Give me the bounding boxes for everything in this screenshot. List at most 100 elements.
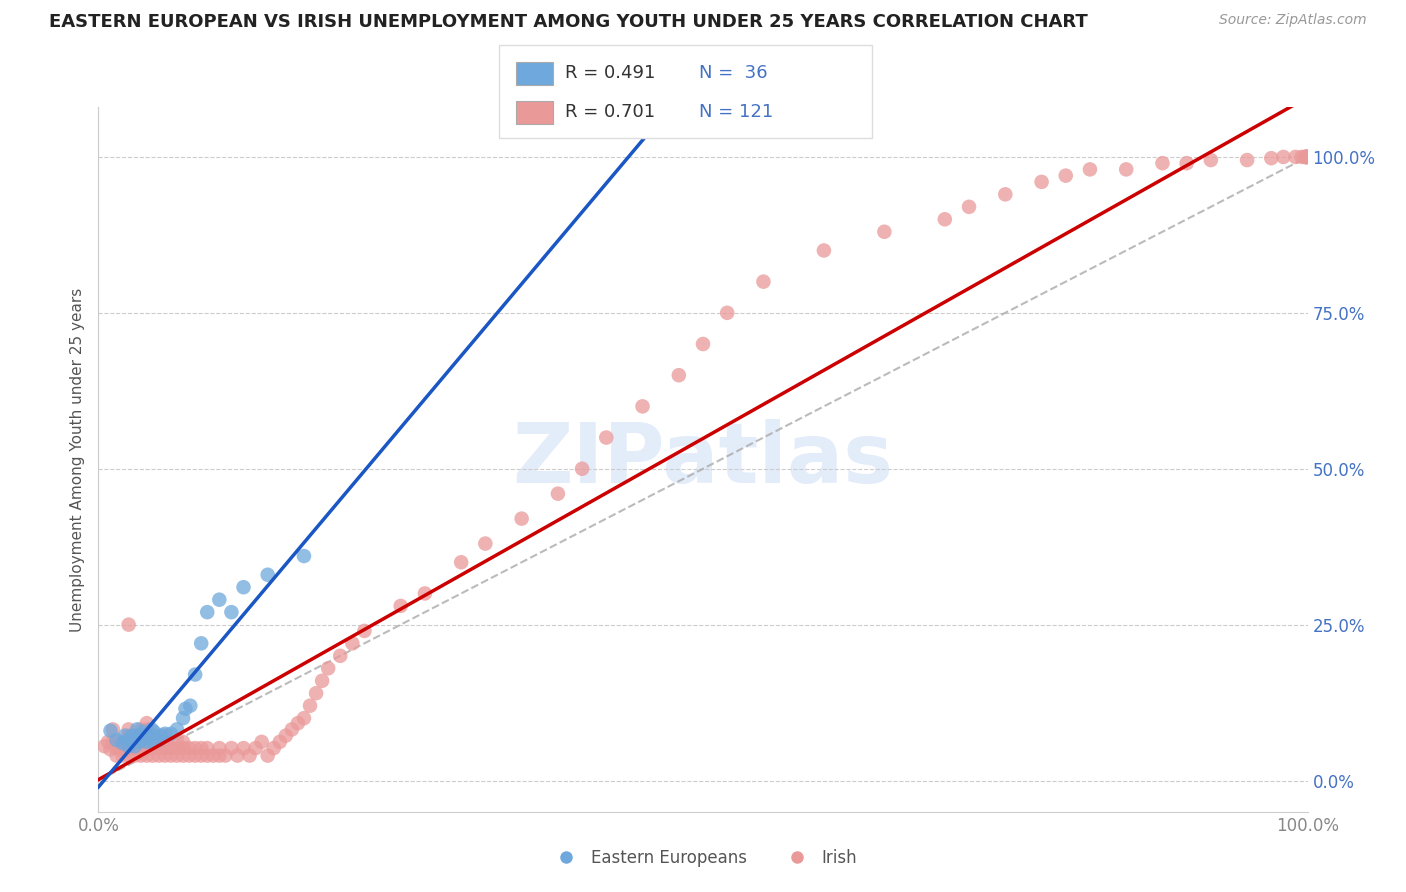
Point: [668, 368, 690, 383]
Point: [148, 733, 170, 747]
Point: [100, 723, 122, 738]
Point: [93, 739, 115, 754]
Point: [142, 735, 165, 749]
Point: [873, 225, 896, 239]
Point: [190, 748, 212, 763]
Point: [232, 741, 254, 756]
Text: N = 121: N = 121: [699, 103, 773, 121]
Point: [547, 486, 569, 500]
Point: [329, 648, 352, 663]
Point: [342, 636, 364, 650]
Point: [934, 212, 956, 227]
Point: [135, 731, 157, 746]
Point: [142, 729, 165, 743]
Point: [153, 729, 176, 743]
Text: ZIPatlas: ZIPatlas: [513, 419, 893, 500]
Point: [121, 729, 143, 743]
Point: [263, 741, 285, 756]
Point: [1295, 150, 1317, 164]
Point: [105, 733, 128, 747]
Point: [994, 187, 1017, 202]
Point: [105, 735, 128, 749]
Point: [274, 729, 297, 743]
Point: [153, 735, 176, 749]
Point: [108, 741, 131, 756]
Text: R = 0.701: R = 0.701: [565, 103, 655, 121]
Point: [153, 727, 176, 741]
Point: [129, 735, 152, 749]
Point: [474, 536, 496, 550]
Point: [132, 725, 155, 739]
Point: [250, 735, 273, 749]
Point: [124, 748, 146, 763]
Point: [124, 739, 146, 754]
Point: [232, 580, 254, 594]
Point: [118, 735, 141, 749]
Point: [1054, 169, 1077, 183]
Point: [281, 723, 304, 737]
Point: [1295, 150, 1317, 164]
Point: [160, 748, 183, 763]
Point: [208, 748, 231, 763]
Point: [166, 723, 188, 737]
Point: [111, 748, 134, 763]
Point: [118, 748, 141, 763]
Point: [195, 605, 218, 619]
Point: [353, 624, 375, 638]
Point: [184, 748, 207, 763]
Point: [226, 748, 249, 763]
Point: [195, 741, 218, 756]
Point: [389, 599, 412, 613]
Point: [124, 729, 146, 743]
Text: Source: ZipAtlas.com: Source: ZipAtlas.com: [1219, 13, 1367, 28]
Point: [105, 741, 128, 756]
Point: [118, 723, 141, 737]
Point: [305, 686, 328, 700]
Point: [571, 461, 593, 475]
Point: [114, 729, 136, 743]
Point: [631, 400, 654, 414]
Point: [1175, 156, 1198, 170]
Point: [135, 741, 157, 756]
Text: EASTERN EUROPEAN VS IRISH UNEMPLOYMENT AMONG YOUTH UNDER 25 YEARS CORRELATION CH: EASTERN EUROPEAN VS IRISH UNEMPLOYMENT A…: [49, 13, 1088, 31]
Point: [135, 716, 157, 731]
Point: [184, 667, 207, 681]
Point: [111, 736, 134, 750]
Point: [177, 748, 201, 763]
Point: [128, 735, 150, 749]
Point: [172, 735, 194, 749]
Point: [179, 698, 201, 713]
Point: [129, 748, 152, 763]
Point: [150, 729, 173, 743]
Point: [160, 727, 183, 741]
Point: [1295, 150, 1317, 164]
Point: [1260, 151, 1282, 165]
Point: [316, 661, 339, 675]
Point: [292, 549, 315, 563]
Point: [221, 741, 243, 756]
Point: [1115, 162, 1137, 177]
Point: [127, 723, 149, 737]
Point: [813, 244, 835, 258]
Point: [124, 731, 146, 746]
Y-axis label: Unemployment Among Youth under 25 years: Unemployment Among Youth under 25 years: [69, 287, 84, 632]
Point: [135, 735, 157, 749]
Point: [450, 555, 472, 569]
Point: [1031, 175, 1053, 189]
Point: [202, 748, 225, 763]
Point: [1272, 150, 1295, 164]
Point: [1152, 156, 1174, 170]
Point: [135, 723, 157, 737]
Point: [195, 748, 218, 763]
Point: [114, 735, 136, 749]
Point: [245, 741, 267, 756]
Point: [111, 741, 134, 756]
Point: [124, 741, 146, 756]
Point: [1199, 153, 1222, 167]
Point: [153, 748, 176, 763]
Point: [118, 729, 141, 743]
Point: [208, 592, 231, 607]
Point: [129, 727, 152, 741]
Point: [135, 735, 157, 749]
Point: [118, 741, 141, 756]
